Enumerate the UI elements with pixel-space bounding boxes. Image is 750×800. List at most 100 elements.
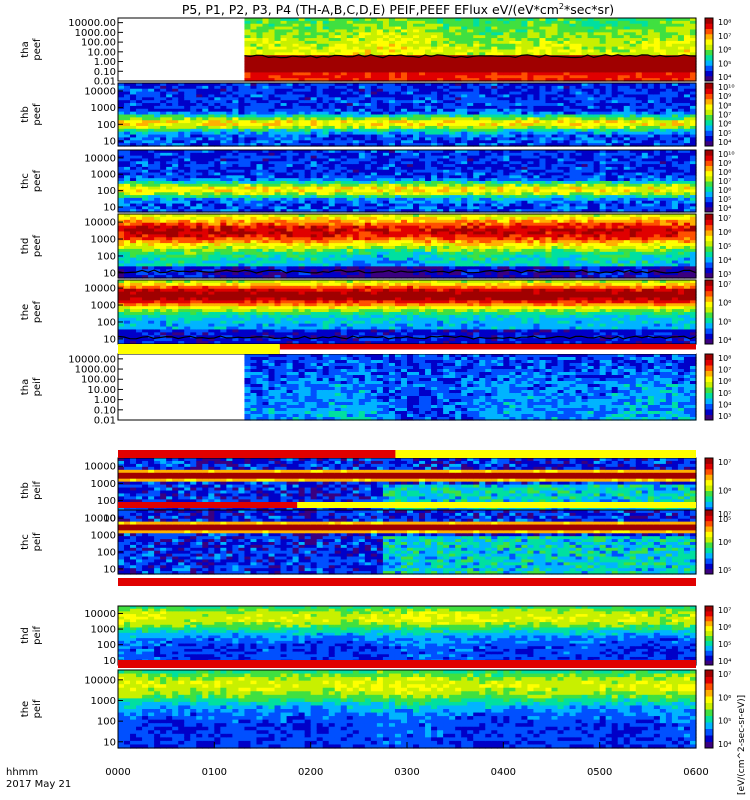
heatmap-cell	[268, 35, 276, 39]
heatmap-cell	[419, 85, 426, 90]
heatmap-cell	[473, 125, 480, 130]
heatmap-cell	[407, 117, 414, 121]
heatmap-cell	[124, 88, 131, 93]
heatmap-cell	[334, 66, 342, 71]
heatmap-cell	[136, 128, 143, 133]
heatmap-cell	[142, 108, 149, 113]
heatmap-cell	[473, 103, 480, 107]
heatmap-cell	[340, 125, 348, 130]
heatmap-cell	[154, 103, 161, 107]
heatmap-cell	[629, 35, 637, 39]
heatmap-cell	[425, 35, 432, 39]
heatmap-cell	[677, 49, 685, 53]
heatmap-cell	[533, 18, 541, 22]
heatmap-cell	[467, 38, 474, 42]
heatmap-cell	[467, 111, 474, 116]
colorbar-swatch	[705, 60, 713, 66]
heatmap-cell	[407, 58, 414, 62]
heatmap-cell	[328, 140, 336, 144]
heatmap-cell	[250, 49, 258, 53]
heatmap-cell	[431, 125, 438, 130]
heatmap-cell	[256, 52, 264, 56]
heatmap-cell	[479, 43, 486, 48]
heatmap-cell	[352, 83, 360, 87]
heatmap-cell	[689, 49, 697, 53]
heatmap-cell	[425, 94, 432, 98]
heatmap-cell	[316, 38, 324, 42]
heatmap-cell	[370, 23, 378, 28]
heatmap-cell	[160, 97, 167, 101]
heatmap-cell	[581, 20, 589, 25]
heatmap-cell	[184, 131, 191, 136]
heatmap-cell	[617, 60, 625, 65]
heatmap-cell	[479, 117, 486, 121]
heatmap-cell	[262, 60, 270, 65]
heatmap-cell	[509, 18, 516, 22]
heatmap-cell	[124, 100, 131, 104]
heatmap-cell	[166, 131, 173, 136]
heatmap-cell	[485, 38, 492, 42]
heatmap-cell	[455, 43, 462, 48]
heatmap-cell	[400, 60, 408, 65]
colorbar-swatch	[705, 130, 713, 136]
heatmap-cell	[232, 100, 240, 104]
heatmap-cell	[527, 29, 535, 33]
heatmap-cell	[328, 40, 336, 45]
heatmap-cell	[437, 58, 444, 62]
heatmap-cell	[647, 38, 655, 42]
heatmap-cell	[244, 125, 252, 130]
heatmap-cell	[400, 117, 408, 121]
heatmap-cell	[449, 120, 456, 124]
heatmap-cell	[136, 114, 143, 118]
heatmap-cell	[118, 103, 125, 107]
heatmap-cell	[659, 40, 667, 45]
heatmap-cell	[310, 94, 318, 98]
heatmap-cell	[473, 111, 480, 116]
heatmap-cell	[394, 125, 402, 130]
heatmap-cell	[298, 108, 306, 113]
heatmap-cell	[340, 23, 348, 28]
heatmap-cell	[581, 55, 589, 59]
heatmap-cell	[407, 75, 414, 79]
heatmap-cell	[419, 131, 426, 136]
heatmap-cell	[617, 49, 625, 53]
heatmap-cell	[455, 117, 462, 121]
heatmap-cell	[178, 103, 185, 107]
heatmap-cell	[623, 38, 631, 42]
heatmap-cell	[449, 63, 456, 68]
heatmap-cell	[364, 123, 372, 127]
heatmap-cell	[232, 123, 240, 127]
heatmap-cell	[166, 128, 173, 133]
heatmap-cell	[515, 18, 522, 22]
heatmap-cell	[569, 18, 577, 22]
heatmap-cell	[250, 85, 258, 90]
heatmap-cell	[334, 114, 342, 118]
heatmap-cell	[268, 20, 276, 25]
heatmap-cell	[232, 111, 240, 116]
heatmap-cell	[443, 38, 450, 42]
heatmap-cell	[539, 69, 547, 74]
heatmap-cell	[382, 38, 390, 42]
heatmap-cell	[485, 26, 492, 31]
colorbar-tick-label: 10⁸	[718, 18, 731, 27]
heatmap-cell	[497, 18, 504, 22]
heatmap-cell	[689, 32, 697, 36]
heatmap-cell	[413, 20, 420, 25]
heatmap-cell	[575, 66, 583, 71]
heatmap-cell	[653, 26, 661, 31]
heatmap-cell	[214, 94, 221, 98]
heatmap-cell	[683, 60, 691, 65]
heatmap-cell	[623, 69, 631, 74]
heatmap-cell	[250, 117, 258, 121]
heatmap-cell	[370, 134, 378, 139]
heatmap-cell	[346, 105, 354, 110]
heatmap-cell	[376, 100, 384, 104]
heatmap-cell	[467, 103, 474, 107]
heatmap-cell	[382, 52, 390, 56]
heatmap-cell	[316, 108, 324, 113]
heatmap-cell	[521, 75, 529, 79]
heatmap-cell	[370, 26, 378, 31]
heatmap-cell	[316, 114, 324, 118]
heatmap-cell	[334, 26, 342, 31]
heatmap-cell	[256, 88, 264, 93]
